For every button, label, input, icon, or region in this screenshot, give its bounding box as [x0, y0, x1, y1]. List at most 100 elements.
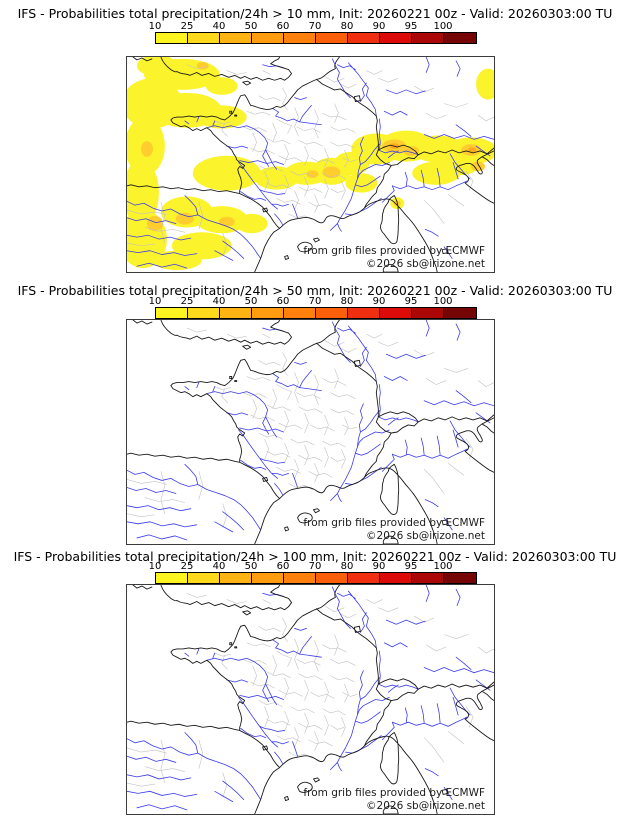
colorbar-tick: 40	[212, 296, 226, 307]
colorbar-tick: 80	[340, 296, 354, 307]
coastlines-borders-layer	[127, 57, 494, 272]
map-canvas-100mm	[127, 585, 494, 814]
panel-title: IFS - Probabilities total precipitation/…	[17, 283, 613, 298]
colorbar: 10 25 40 50 60 70 80 90 95 100	[149, 296, 477, 326]
colorbar-tick: 25	[180, 296, 194, 307]
rivers-layer	[127, 585, 494, 811]
rivers-layer	[127, 320, 494, 541]
colorbar-tick: 70	[308, 21, 322, 32]
colorbar-tick: 25	[180, 21, 194, 32]
panel-100mm: IFS - Probabilities total precipitation/…	[0, 549, 630, 815]
colorbar-segment	[220, 308, 252, 318]
colorbar-tick: 90	[372, 21, 386, 32]
colorbar-segment	[316, 33, 348, 43]
colorbar-segment	[156, 33, 188, 43]
colorbar-segment	[188, 308, 220, 318]
ecmwf-credit-text: from grib files provided by ECMWF	[303, 245, 485, 257]
colorbar-segment	[316, 308, 348, 318]
coastlines-borders-layer	[127, 320, 494, 544]
france-europe-map	[127, 585, 494, 814]
colorbar-segment	[188, 573, 220, 583]
colorbar-tick: 70	[308, 561, 322, 572]
colorbar-segment	[380, 33, 412, 43]
colorbar-tick: 60	[276, 296, 290, 307]
colorbar-tick: 40	[212, 561, 226, 572]
rivers-layer	[127, 57, 494, 269]
colorbar-segment	[348, 33, 380, 43]
colorbar-segment	[412, 573, 444, 583]
colorbar-segment	[220, 573, 252, 583]
colorbar-tick: 40	[212, 21, 226, 32]
colorbar-segment	[220, 33, 252, 43]
panel-50mm: IFS - Probabilities total precipitation/…	[0, 283, 630, 545]
colorbar-segment	[156, 308, 188, 318]
map-canvas-10mm	[127, 57, 494, 272]
colorbar-tick: 50	[244, 561, 258, 572]
colorbar-segment	[444, 308, 476, 318]
panel-title: IFS - Probabilities total precipitation/…	[17, 6, 613, 21]
colorbar-segment	[252, 308, 284, 318]
colorbar-tick: 100	[433, 21, 453, 32]
colorbar-segment	[444, 573, 476, 583]
copyright-text: ©2026 sb@irizone.net	[366, 530, 485, 542]
colorbar-segment	[412, 308, 444, 318]
colorbar: 10 25 40 50 60 70 80 90 95 100	[149, 561, 477, 591]
colorbar-tick: 90	[372, 296, 386, 307]
colorbar-tick: 10	[148, 296, 162, 307]
colorbar-tick: 100	[433, 561, 453, 572]
colorbar-segment	[380, 573, 412, 583]
colorbar-gradient	[155, 32, 477, 44]
colorbar-tick: 50	[244, 296, 258, 307]
colorbar-tick: 60	[276, 21, 290, 32]
map-frame-50mm: from grib files provided by ECMWF ©2026 …	[126, 319, 495, 545]
colorbar-segment	[284, 573, 316, 583]
colorbar-segment	[348, 573, 380, 583]
colorbar-tick: 10	[148, 561, 162, 572]
colorbar-segment	[444, 33, 476, 43]
colorbar-tick-labels: 10 25 40 50 60 70 80 90 95 100	[149, 561, 475, 572]
colorbar-tick: 80	[340, 561, 354, 572]
colorbar-tick: 10	[148, 21, 162, 32]
coastlines-borders-layer	[127, 585, 494, 814]
colorbar-tick: 25	[180, 561, 194, 572]
colorbar-tick: 100	[433, 296, 453, 307]
map-canvas-50mm	[127, 320, 494, 544]
admin-boundaries-layer	[127, 592, 494, 798]
france-europe-map	[127, 320, 494, 544]
map-frame-10mm: from grib files provided by ECMWF ©2026 …	[126, 56, 495, 273]
panel-10mm: IFS - Probabilities total precipitation/…	[0, 6, 630, 281]
colorbar-tick: 90	[372, 561, 386, 572]
colorbar: 10 25 40 50 60 70 80 90 95 100	[149, 21, 477, 51]
ecmwf-credit-text: from grib files provided by ECMWF	[303, 517, 485, 529]
colorbar-tick-labels: 10 25 40 50 60 70 80 90 95 100	[149, 296, 475, 307]
colorbar-segment	[252, 573, 284, 583]
colorbar-segment	[156, 573, 188, 583]
colorbar-tick: 95	[404, 21, 418, 32]
colorbar-tick: 80	[340, 21, 354, 32]
colorbar-segment	[316, 573, 348, 583]
copyright-text: ©2026 sb@irizone.net	[366, 800, 485, 812]
colorbar-gradient	[155, 307, 477, 319]
france-europe-map	[127, 57, 494, 272]
colorbar-tick: 95	[404, 561, 418, 572]
colorbar-tick: 95	[404, 296, 418, 307]
ecmwf-credit-text: from grib files provided by ECMWF	[303, 787, 485, 799]
colorbar-segment	[348, 308, 380, 318]
colorbar-tick: 70	[308, 296, 322, 307]
colorbar-segment	[284, 308, 316, 318]
colorbar-gradient	[155, 572, 477, 584]
colorbar-tick: 60	[276, 561, 290, 572]
panel-title: IFS - Probabilities total precipitation/…	[13, 549, 617, 564]
colorbar-segment	[252, 33, 284, 43]
colorbar-segment	[412, 33, 444, 43]
copyright-text: ©2026 sb@irizone.net	[366, 258, 485, 270]
colorbar-tick: 50	[244, 21, 258, 32]
precip-overlay	[127, 57, 494, 271]
colorbar-tick-labels: 10 25 40 50 60 70 80 90 95 100	[149, 21, 475, 32]
colorbar-segment	[188, 33, 220, 43]
map-frame-100mm: from grib files provided by ECMWF ©2026 …	[126, 584, 495, 815]
admin-boundaries-layer	[127, 327, 494, 528]
colorbar-segment	[380, 308, 412, 318]
colorbar-segment	[284, 33, 316, 43]
